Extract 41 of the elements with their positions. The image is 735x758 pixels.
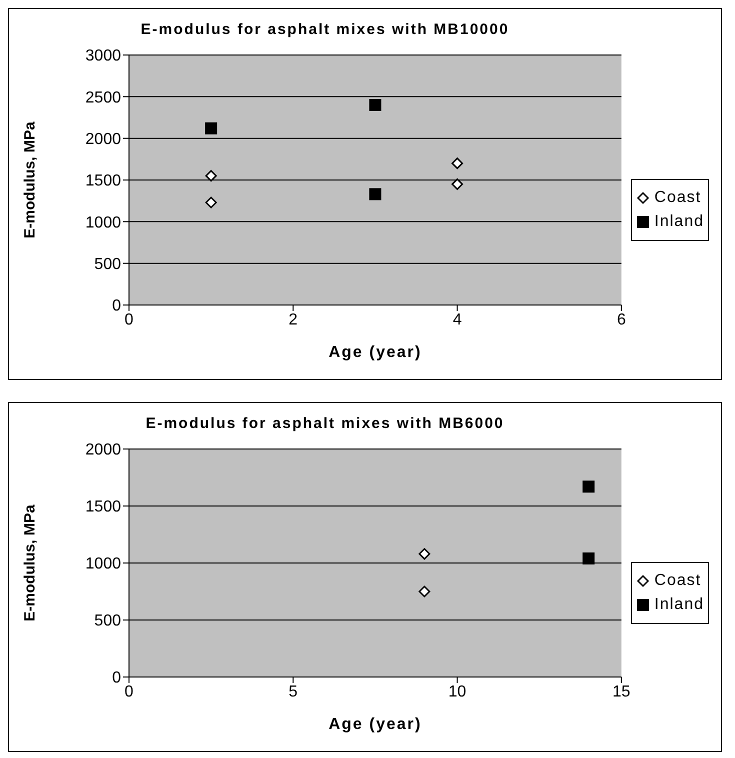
x-tick-label: 0 bbox=[124, 311, 134, 328]
x-tick-label: 2 bbox=[288, 311, 298, 328]
point bbox=[205, 170, 217, 182]
x-tick-label: 6 bbox=[616, 311, 626, 328]
chart-title: E-modulus for asphalt mixes with MB6000 bbox=[144, 414, 506, 434]
point bbox=[418, 548, 430, 560]
legend-label: Coast bbox=[653, 571, 702, 591]
chart-title: E-modulus for asphalt mixes with MB10000 bbox=[140, 20, 510, 40]
y-tick-label: 1000 bbox=[85, 214, 122, 232]
x-tick-label: 4 bbox=[452, 311, 462, 328]
y-axis-title: E-modulus, MPa bbox=[21, 121, 38, 238]
legend-label: Inland bbox=[653, 595, 704, 615]
y-tick-label: 2500 bbox=[85, 89, 122, 106]
point bbox=[452, 178, 464, 190]
x-tick-label: 5 bbox=[288, 683, 298, 700]
y-tick-label: 2000 bbox=[85, 442, 122, 459]
x-tick-label: 15 bbox=[612, 683, 630, 700]
y-tick-label: 2000 bbox=[85, 131, 122, 148]
x-axis-title: Age (year) bbox=[328, 716, 422, 733]
x-tick-label: 10 bbox=[448, 683, 466, 700]
x-tick-label: 0 bbox=[124, 683, 134, 700]
y-tick-label: 1500 bbox=[85, 172, 122, 190]
y-axis-title: E-modulus, MPa bbox=[21, 504, 38, 622]
point bbox=[582, 480, 595, 493]
legend-label: Coast bbox=[653, 188, 702, 208]
y-tick-label: 500 bbox=[94, 256, 122, 274]
point bbox=[369, 99, 382, 111]
y-tick-label: 3000 bbox=[85, 48, 122, 65]
point bbox=[205, 196, 217, 208]
point bbox=[369, 188, 382, 200]
y-tick-label: 1500 bbox=[85, 498, 122, 516]
y-tick-label: 0 bbox=[112, 670, 122, 687]
y-tick-label: 500 bbox=[94, 612, 122, 630]
y-tick-label: 0 bbox=[112, 298, 122, 315]
point bbox=[418, 586, 430, 598]
point bbox=[582, 552, 595, 564]
point bbox=[452, 158, 464, 170]
y-tick-label: 1000 bbox=[85, 556, 122, 573]
x-axis-title: Age (year) bbox=[328, 344, 422, 361]
legend-label: Inland bbox=[653, 212, 704, 232]
point bbox=[205, 122, 218, 134]
